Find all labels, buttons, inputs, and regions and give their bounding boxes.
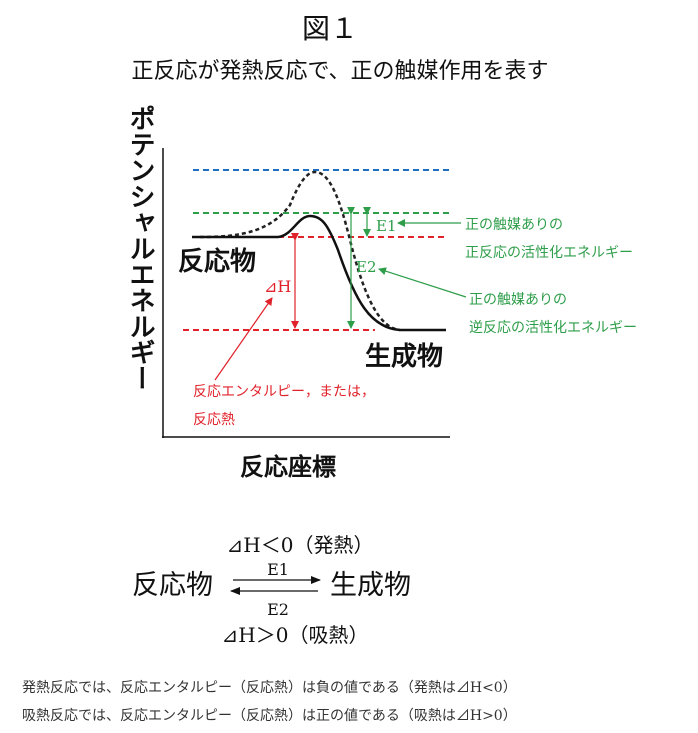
reactant-label: 反応物 bbox=[178, 246, 256, 277]
uncatalyzed-curve bbox=[199, 170, 401, 332]
delta-h-label: ⊿H bbox=[264, 277, 291, 296]
x-axis-label: 反応座標 bbox=[240, 452, 336, 481]
e2-note-line1: 正の触媒ありの bbox=[469, 292, 567, 308]
e2-pointer bbox=[378, 267, 467, 298]
e1-note-line1: 正の触媒ありの bbox=[465, 217, 563, 233]
equation-reactant: 反応物 bbox=[132, 570, 213, 601]
equation-product: 生成物 bbox=[330, 570, 411, 601]
product-label: 生成物 bbox=[365, 342, 443, 372]
e2-note-line2: 逆反応の活性化エネルギー bbox=[469, 320, 637, 336]
equation-exothermic: ⊿H＜0（発熱） bbox=[227, 533, 374, 557]
note-endothermic: 吸熱反応では、反応エンタルピー（反応熱）は正の値である（吸熱は⊿H>0） bbox=[22, 708, 517, 724]
delta-h-note-line1: 反応エンタルピー，または， bbox=[193, 384, 375, 400]
equation-endothermic: ⊿H＞0（吸熱） bbox=[222, 623, 369, 647]
e1-label: E1 bbox=[376, 217, 397, 235]
catalyzed-curve bbox=[192, 214, 446, 332]
figure-subtitle: 正反応が発熱反応で、正の触媒作用を表す bbox=[131, 59, 548, 84]
figure-title: 図１ bbox=[302, 12, 358, 45]
delta-h-pointer bbox=[214, 297, 273, 381]
equation-reverse-label: E2 bbox=[267, 600, 289, 619]
delta-h-note-line2: 反応熱 bbox=[193, 412, 235, 428]
note-exothermic: 発熱反応では、反応エンタルピー（反応熱）は負の値である（発熱は⊿H<0） bbox=[22, 680, 517, 696]
y-axis-label: ポテンシャルエネルギー bbox=[125, 105, 155, 391]
e1-note-line2: 正反応の活性化エネルギー bbox=[465, 245, 633, 261]
equation-forward-label: E1 bbox=[267, 560, 289, 579]
e2-label: E2 bbox=[356, 258, 377, 276]
